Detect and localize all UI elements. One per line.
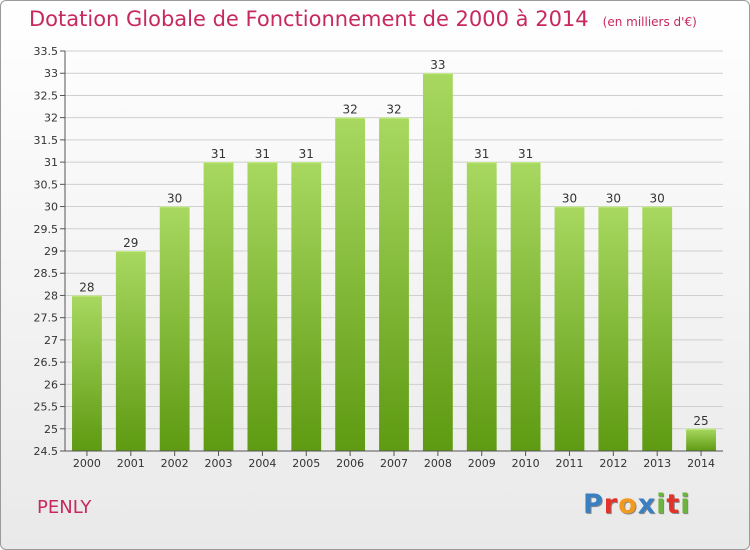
x-tick-label-2014: 2014 <box>687 457 715 470</box>
chart-title: Dotation Globale de Fonctionnement de 20… <box>29 7 697 31</box>
logo-letter: i <box>680 489 691 520</box>
logo-letter: r <box>603 489 619 520</box>
data-label-2005: 31 <box>299 147 314 161</box>
bar-2004 <box>247 162 278 451</box>
logo-letter: x <box>637 489 657 520</box>
bar-2000 <box>72 295 102 451</box>
x-tick-label-2005: 2005 <box>292 457 320 470</box>
y-tick-label: 26 <box>44 378 58 391</box>
data-label-2010: 31 <box>518 147 533 161</box>
bar-2007 <box>379 117 409 452</box>
data-label-2004: 31 <box>255 147 270 161</box>
x-tick-label-2012: 2012 <box>599 457 627 470</box>
x-tick-label-2011: 2011 <box>555 457 583 470</box>
bars-group: 28 29 30 31 31 31 32 32 33 31 31 30 30 30 25 <box>72 58 716 452</box>
x-tick-label-2007: 2007 <box>380 457 408 470</box>
logo-letter: o <box>618 489 638 520</box>
bar-2011 <box>554 206 585 451</box>
logo-letter: i <box>656 489 667 520</box>
y-tick-label: 28.5 <box>34 267 59 280</box>
data-label-2009: 31 <box>474 147 489 161</box>
bar-2013 <box>642 206 673 451</box>
y-tick-label: 28 <box>44 289 58 302</box>
y-tick-label: 32 <box>44 112 58 125</box>
x-tick-label-2000: 2000 <box>73 457 101 470</box>
x-tick-label-2010: 2010 <box>512 457 540 470</box>
axes-group: 24.5 25 25.5 26 26.5 27 27.5 28 28.5 29 29.5 30 30.5… <box>34 45 723 470</box>
data-label-2011: 30 <box>562 192 577 206</box>
bar-2002 <box>159 206 190 451</box>
x-tick-label-2001: 2001 <box>117 457 145 470</box>
y-tick-label: 33.5 <box>34 45 59 58</box>
x-tick-label-2003: 2003 <box>205 457 233 470</box>
y-tick-label: 31 <box>44 156 58 169</box>
y-tick-label: 31.5 <box>34 134 59 147</box>
logo-letter: t <box>666 489 681 520</box>
y-tick-label: 27 <box>44 334 58 347</box>
x-tick-label-2004: 2004 <box>248 457 276 470</box>
bar-2014 <box>686 428 716 451</box>
bar-2005 <box>291 162 322 451</box>
data-label-2002: 30 <box>167 192 182 206</box>
data-label-2012: 30 <box>606 192 621 206</box>
x-tick-label-2006: 2006 <box>336 457 364 470</box>
x-tick-label-2008: 2008 <box>424 457 452 470</box>
data-label-2014: 25 <box>693 414 708 428</box>
bar-2010 <box>510 162 541 451</box>
bar-2003 <box>203 162 234 451</box>
y-tick-label: 33 <box>44 67 58 80</box>
data-label-2000: 28 <box>79 280 94 294</box>
data-label-2013: 30 <box>650 192 665 206</box>
bar-2012 <box>598 206 629 451</box>
y-tick-label: 32.5 <box>34 89 59 102</box>
y-tick-label: 24.5 <box>34 445 59 458</box>
chart-title-text: Dotation Globale de Fonctionnement de 20… <box>29 7 589 31</box>
data-label-2008: 33 <box>430 58 445 72</box>
bar-2008 <box>422 73 453 451</box>
data-label-2006: 32 <box>342 103 357 117</box>
y-tick-label: 25.5 <box>34 401 59 414</box>
logo-letter: P <box>583 489 604 520</box>
proxiti-logo[interactable]: Proxiti <box>583 489 691 520</box>
data-label-2007: 32 <box>386 103 401 117</box>
y-tick-label: 30.5 <box>34 178 59 191</box>
data-label-2003: 31 <box>211 147 226 161</box>
y-tick-label: 29 <box>44 245 58 258</box>
y-tick-label: 29.5 <box>34 223 59 236</box>
data-label-2001: 29 <box>123 236 138 250</box>
y-tick-label: 27.5 <box>34 312 59 325</box>
commune-name: PENLY <box>37 497 92 518</box>
x-tick-label-2013: 2013 <box>643 457 671 470</box>
bar-2009 <box>466 162 497 451</box>
bar-2006 <box>335 117 366 452</box>
y-tick-label: 30 <box>44 201 58 214</box>
x-tick-label-2002: 2002 <box>161 457 189 470</box>
chart-unit: (en milliers d'€) <box>602 15 697 29</box>
y-tick-label: 26.5 <box>34 356 59 369</box>
y-tick-label: 25 <box>44 423 58 436</box>
bar-2001 <box>115 251 146 451</box>
x-tick-label-2009: 2009 <box>468 457 496 470</box>
